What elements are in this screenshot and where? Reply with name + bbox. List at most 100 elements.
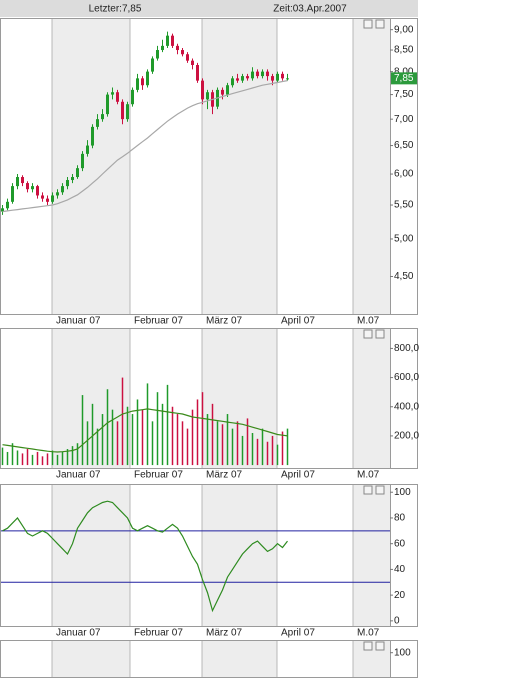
- panel-frame: [0, 328, 418, 469]
- panel-icon: [363, 485, 373, 495]
- volume-bar: [251, 433, 254, 466]
- candle-body: [156, 50, 159, 59]
- candle-body: [276, 73, 279, 81]
- candle-body: [181, 50, 184, 55]
- candle-body: [116, 92, 119, 102]
- month-band: [52, 328, 130, 468]
- volume-bar: [106, 389, 109, 466]
- volume-bar: [201, 392, 204, 466]
- candle-body: [16, 177, 19, 187]
- y-tick-label: 600,0: [394, 372, 419, 383]
- y-tick-label: 400,0: [394, 401, 419, 412]
- y-tick-label: 5,00: [394, 234, 414, 245]
- candle-body: [221, 89, 224, 95]
- volume-bar: [171, 406, 174, 466]
- plot-area: [0, 484, 390, 626]
- candle-body: [31, 186, 34, 190]
- volume-bar: [131, 414, 134, 466]
- header-bar: [0, 0, 418, 17]
- volume-bar: [186, 428, 189, 466]
- x-tick-label: Januar 07: [56, 316, 101, 327]
- month-band: [202, 484, 277, 626]
- candle-body: [206, 92, 209, 100]
- x-tick-label: April 07: [281, 316, 315, 327]
- x-tick-label: März 07: [206, 316, 243, 327]
- candle-body: [131, 89, 134, 105]
- candle-body: [86, 145, 89, 154]
- candle-body: [51, 195, 54, 202]
- volume-bar: [101, 414, 104, 466]
- volume-bar: [141, 409, 144, 466]
- candle-body: [191, 60, 194, 65]
- volume-bar: [21, 453, 24, 466]
- volume-bar: [256, 438, 259, 466]
- series-line: [2, 500, 288, 613]
- volume-bar: [216, 421, 219, 466]
- candle-body: [91, 126, 94, 146]
- x-tick-label: M.07: [357, 316, 380, 327]
- candle-body: [251, 71, 254, 79]
- panel-frame: [0, 18, 418, 315]
- volume-bar: [241, 435, 244, 466]
- y-tick-label: 8,00: [394, 66, 414, 77]
- volume-bar: [286, 428, 289, 466]
- candle-body: [46, 198, 49, 202]
- candle-body: [36, 186, 39, 196]
- volume-bar: [26, 449, 29, 466]
- y-tick-label: 800,0: [394, 343, 419, 354]
- volume-bar: [111, 409, 114, 466]
- y-tick-label: 200,0: [394, 431, 419, 442]
- volume-bar: [281, 431, 284, 466]
- y-tick-label: 40: [394, 564, 406, 575]
- candle-body: [141, 78, 144, 86]
- candle-body: [76, 168, 79, 178]
- month-band: [52, 640, 130, 678]
- volume-bar: [86, 421, 89, 466]
- last-price-tag: [391, 72, 417, 85]
- candle-body: [166, 35, 169, 46]
- volume-bar: [71, 446, 74, 466]
- candle-body: [21, 177, 24, 184]
- volume-bar: [146, 383, 149, 466]
- candle-body: [136, 78, 139, 90]
- candle-body: [241, 76, 244, 81]
- volume-bar: [276, 444, 279, 466]
- volume-bar: [261, 428, 264, 466]
- candle-body: [1, 208, 4, 212]
- candle-body: [96, 119, 99, 127]
- candle-body: [126, 104, 129, 120]
- volume-bar: [226, 414, 229, 466]
- y-tick-label: 7,50: [394, 89, 414, 100]
- volume-bar: [91, 403, 94, 466]
- volume-bar: [166, 384, 169, 466]
- volume-bar: [31, 454, 34, 466]
- y-tick-label: 0: [394, 615, 400, 626]
- volume-bar: [96, 428, 99, 466]
- candle-body: [71, 177, 74, 181]
- candle-body: [106, 94, 109, 115]
- month-band: [202, 328, 277, 468]
- volume-bar: [151, 421, 154, 466]
- plot-area: [1, 328, 390, 468]
- panel-icon: [375, 485, 385, 495]
- volume-bar: [196, 399, 199, 466]
- x-tick-label: April 07: [281, 628, 315, 639]
- volume-bar: [221, 424, 224, 466]
- plot-area: [51, 640, 390, 678]
- x-tick-label: M.07: [357, 628, 380, 639]
- x-tick-label: Februar 07: [134, 470, 183, 481]
- volume-bar: [126, 406, 129, 466]
- candle-body: [281, 73, 284, 79]
- month-band: [202, 18, 277, 314]
- panel-icon: [363, 19, 373, 29]
- panel-icon: [363, 329, 373, 339]
- panel-frame: [0, 484, 418, 627]
- volume-bar: [41, 456, 44, 466]
- volume-bar: [1, 447, 4, 466]
- candle-body: [61, 186, 64, 193]
- x-tick-label: Februar 07: [134, 628, 183, 639]
- volume-bar: [66, 449, 69, 466]
- candle-body: [246, 76, 249, 79]
- candle-body: [231, 78, 234, 86]
